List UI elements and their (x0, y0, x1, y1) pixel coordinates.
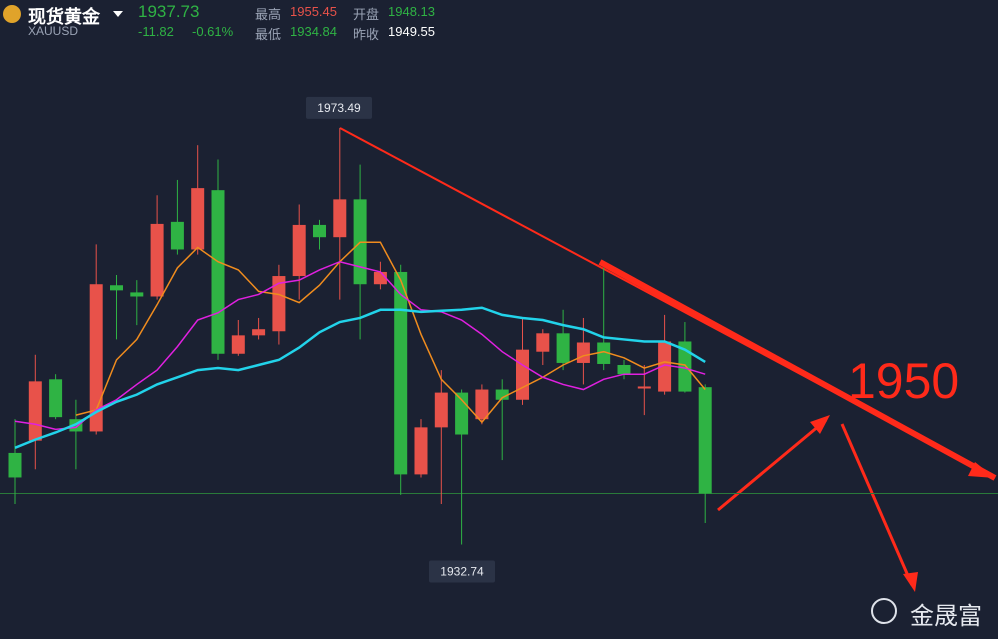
title: 现货黄金 (28, 7, 100, 27)
value: 1955.45 (290, 4, 337, 19)
candle-body (28, 381, 42, 441)
candle-body (191, 188, 205, 250)
label: 昨收 (353, 27, 380, 42)
candle-body (495, 389, 509, 400)
moving-average (14, 306, 706, 449)
gold-icon (3, 5, 21, 23)
weibo-icon (871, 598, 897, 624)
candle-body (8, 452, 22, 478)
trend-line-bold (598, 259, 997, 481)
candle-body (252, 329, 266, 336)
value: 1949.55 (388, 24, 435, 39)
candle-body (313, 224, 326, 238)
candle-body (576, 342, 590, 363)
candle-body (49, 379, 63, 418)
last-price: 1937.73 (138, 2, 200, 21)
candle-body (272, 276, 286, 332)
arrow (717, 418, 827, 512)
candle-body (536, 333, 550, 352)
candle-body (211, 190, 225, 354)
moving-average (14, 260, 706, 431)
label: 开盘 (353, 7, 380, 22)
candle-body (333, 199, 347, 238)
arrow-head (968, 462, 995, 478)
arrow (840, 423, 914, 586)
candle-body (414, 427, 428, 475)
candle-body (110, 285, 123, 291)
candle-body (698, 387, 712, 494)
candle-body (475, 389, 489, 420)
label: 最高 (255, 7, 282, 22)
label: 最低 (255, 27, 282, 42)
candle-body (130, 292, 144, 297)
candle-body (394, 271, 408, 475)
arrow-head (810, 415, 830, 434)
watermark: 金晟富 (910, 603, 982, 630)
dropdown[interactable] (113, 11, 123, 17)
candle-body (434, 392, 448, 428)
candle-body (658, 341, 672, 392)
candle-body (150, 223, 164, 297)
change: -11.82 (138, 24, 174, 39)
candle-body (89, 284, 103, 432)
value: 1934.84 (290, 24, 337, 39)
candle-body (678, 341, 692, 392)
price-tag-bg (306, 96, 372, 119)
candle-body (637, 386, 651, 389)
candle-body (231, 335, 245, 354)
candle-body (516, 349, 529, 400)
candle-body (292, 224, 306, 277)
price-tag: 1973.49 (317, 101, 361, 115)
candle-body (597, 342, 611, 364)
candle-body (556, 333, 570, 363)
change-pct: -0.61% (192, 24, 234, 39)
moving-average (75, 241, 706, 424)
symbol: XAUUSD (28, 24, 79, 38)
target-label: 1950 (848, 353, 960, 409)
candle-body (617, 364, 631, 375)
arrow-head (903, 572, 918, 592)
price-tag-bg (429, 560, 495, 583)
value: 1948.13 (388, 4, 435, 19)
candle-body (170, 221, 184, 250)
price-tag: 1932.74 (440, 565, 484, 579)
